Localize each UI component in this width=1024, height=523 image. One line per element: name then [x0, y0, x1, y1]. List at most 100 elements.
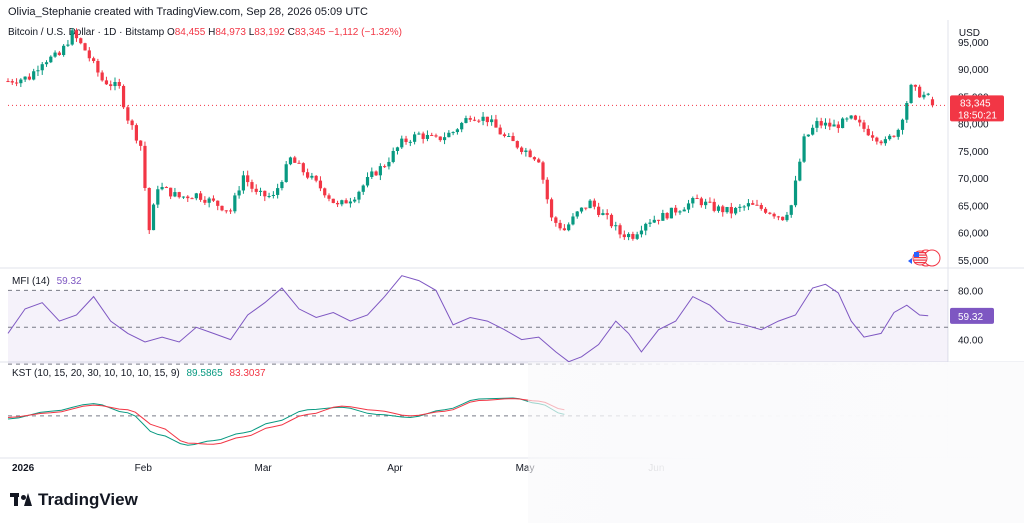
- candle-body: [661, 213, 665, 221]
- candle-body: [682, 209, 686, 212]
- candle-body: [575, 211, 579, 217]
- last-price-value: 83,345: [960, 98, 991, 109]
- candle-body: [413, 134, 417, 142]
- candle-body: [447, 132, 451, 138]
- candle-body: [712, 201, 716, 211]
- candle-body: [134, 125, 138, 141]
- candle-body: [704, 201, 708, 206]
- mfi-line: [7, 275, 929, 363]
- candle-body: [678, 211, 682, 213]
- candle-body: [276, 188, 280, 195]
- candle-body: [288, 157, 293, 165]
- candle-body: [883, 139, 887, 144]
- kst-legend: KST (10, 15, 20, 30, 10, 10, 10, 15, 9) …: [12, 368, 266, 379]
- candle-body: [674, 207, 678, 213]
- time-tick-label: Mar: [255, 463, 273, 474]
- candle-body: [10, 81, 14, 83]
- candle-body: [520, 147, 524, 152]
- candle-body: [181, 196, 186, 198]
- candle-body: [597, 206, 601, 215]
- candle-body: [909, 84, 913, 104]
- candle-body: [430, 134, 434, 136]
- candle-body: [228, 210, 233, 212]
- candle-body: [417, 133, 421, 135]
- candle-body: [327, 195, 331, 199]
- candle-body: [541, 162, 545, 180]
- mfi-tick-label: 80.00: [958, 286, 983, 297]
- candle-body: [558, 222, 562, 229]
- price-tick-label: 80,000: [958, 120, 989, 131]
- candle-body: [905, 103, 909, 120]
- candle-body: [211, 198, 216, 201]
- kst-signal-value: 83.3037: [229, 368, 266, 379]
- candle-body: [220, 205, 224, 211]
- candle-body: [177, 192, 181, 198]
- close-key: C: [287, 27, 295, 38]
- time-tick-label: Apr: [387, 463, 403, 474]
- flag-stripe: [914, 262, 926, 264]
- candle-body: [759, 204, 763, 209]
- price-tick-label: 55,000: [958, 256, 989, 267]
- candle-body: [922, 94, 926, 98]
- candle-body: [421, 133, 425, 139]
- candle-body: [819, 121, 823, 126]
- candle-body: [331, 198, 335, 203]
- candle-body: [532, 157, 537, 160]
- candle-body: [143, 145, 147, 188]
- candle-body: [656, 219, 661, 221]
- change-value: −1,112 (−1.32%): [328, 27, 403, 38]
- candle-body: [888, 135, 892, 140]
- candle-body: [515, 141, 519, 148]
- candle-body: [83, 43, 87, 51]
- candle-body: [652, 219, 656, 223]
- candle-body: [768, 212, 772, 214]
- candle-body: [250, 182, 254, 189]
- candle-body: [772, 213, 776, 217]
- candle-body: [233, 195, 237, 212]
- kst-value: 89.5865: [186, 368, 223, 379]
- mfi-legend: MFI (14) 59.32: [12, 276, 82, 287]
- candle-body: [96, 60, 100, 73]
- candle-body: [104, 80, 109, 85]
- candle-body: [734, 207, 738, 214]
- candle-body: [6, 81, 10, 83]
- candle-body: [528, 150, 532, 158]
- candle-body: [755, 204, 759, 206]
- candle-body: [592, 200, 596, 207]
- faded-overlay: [528, 362, 1024, 523]
- candle-body: [815, 121, 819, 128]
- candle-body: [870, 135, 875, 138]
- brand-name: TradingView: [38, 490, 138, 509]
- candle-body: [622, 234, 626, 238]
- flag-pointer: [908, 258, 912, 264]
- time-tick-label: 2026: [12, 463, 35, 474]
- candle-body: [537, 159, 541, 163]
- candle-body: [121, 85, 126, 108]
- candle-body: [451, 132, 455, 134]
- price-tick-label: 75,000: [958, 147, 989, 158]
- candle-body: [763, 208, 768, 213]
- candle-body: [164, 187, 168, 189]
- candle-body: [280, 181, 284, 189]
- candle-body: [224, 210, 228, 212]
- candle-body: [858, 119, 862, 123]
- candle-body: [169, 187, 173, 197]
- candle-body: [87, 50, 91, 59]
- candle-body: [828, 122, 832, 127]
- price-tick-label: 60,000: [958, 229, 989, 240]
- kst-pane: [7, 397, 948, 446]
- candle-body: [631, 233, 635, 239]
- candle-body: [246, 175, 250, 183]
- candle-body: [490, 119, 494, 123]
- candle-body: [207, 198, 211, 203]
- candle-body: [151, 204, 156, 231]
- candle-body: [472, 119, 477, 121]
- candle-body: [725, 206, 729, 213]
- candle-body: [57, 52, 61, 56]
- close-value: 83,345: [294, 27, 326, 38]
- candle-body: [344, 200, 348, 204]
- candle-body: [27, 76, 31, 80]
- candle-body: [789, 205, 793, 215]
- mfi-title: MFI (14): [12, 276, 50, 287]
